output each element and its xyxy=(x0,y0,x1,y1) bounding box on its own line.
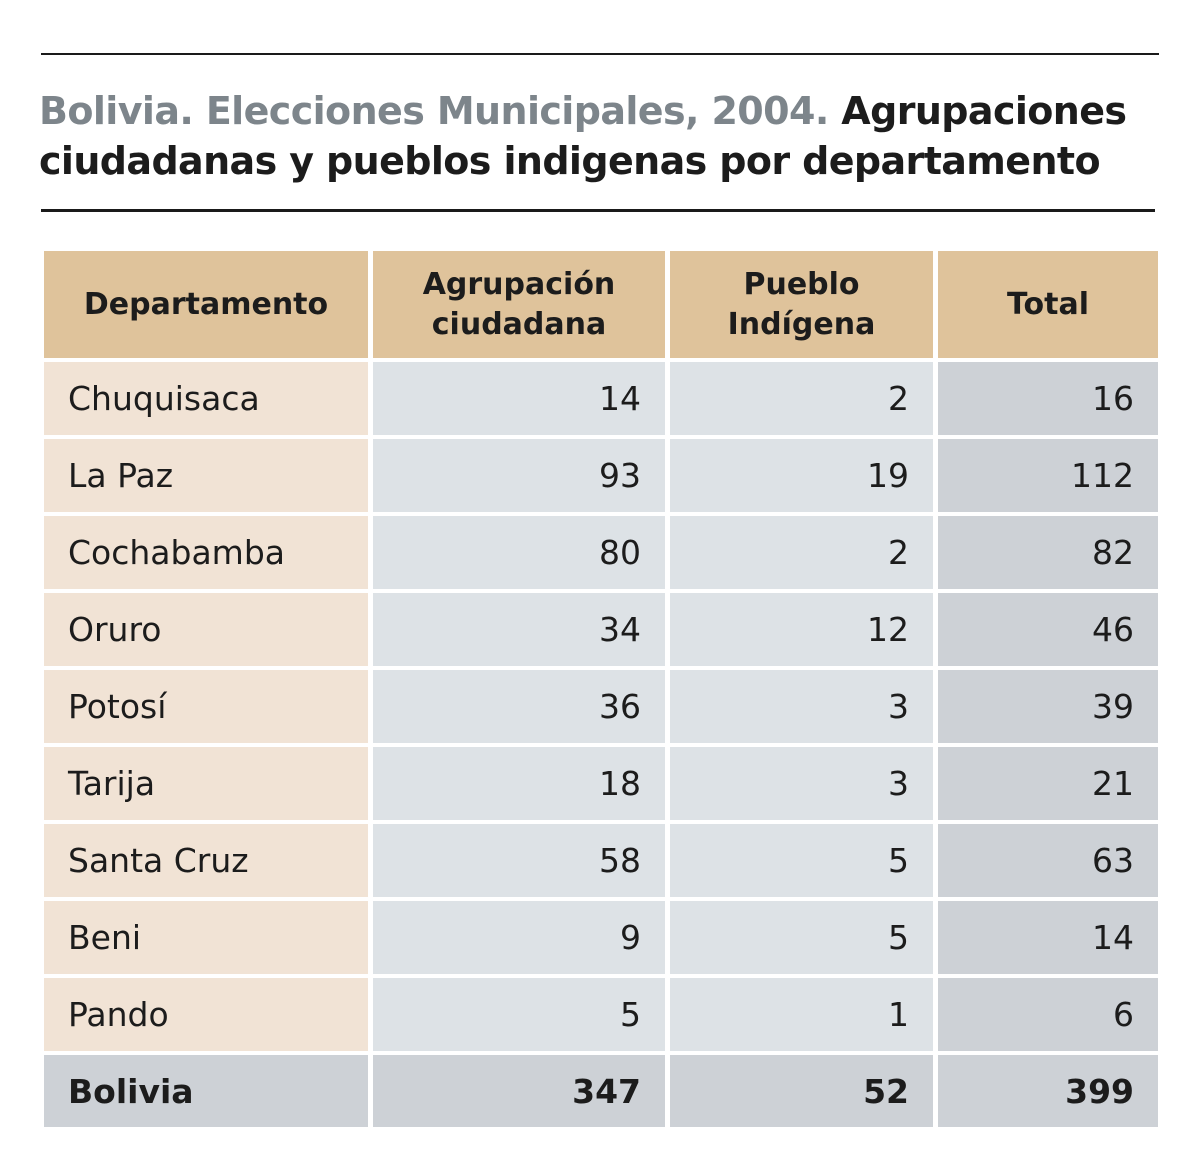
cell-agrupacion: 14 xyxy=(373,362,665,435)
cell-agrupacion: 36 xyxy=(373,670,665,743)
cell-departamento: Chuquisaca xyxy=(44,362,368,435)
cell-departamento: Potosí xyxy=(44,670,368,743)
cell-total: 63 xyxy=(938,824,1158,897)
cell-total: 21 xyxy=(938,747,1158,820)
table-row: Pando 5 1 6 xyxy=(44,978,1158,1051)
title-main: Agrupaciones ciudadanas y pueblos indige… xyxy=(39,89,1127,183)
cell-pueblo: 2 xyxy=(670,362,933,435)
header-agrupacion: Agrupación ciudadana xyxy=(373,251,665,358)
cell-total: 39 xyxy=(938,670,1158,743)
cell-departamento: Beni xyxy=(44,901,368,974)
cell-departamento: Santa Cruz xyxy=(44,824,368,897)
cell-agrupacion: 5 xyxy=(373,978,665,1051)
cell-pueblo: 5 xyxy=(670,824,933,897)
top-rule xyxy=(41,53,1159,55)
cell-pueblo: 1 xyxy=(670,978,933,1051)
cell-pueblo: 12 xyxy=(670,593,933,666)
cell-departamento: Oruro xyxy=(44,593,368,666)
cell-total: 46 xyxy=(938,593,1158,666)
cell-agrupacion: 9 xyxy=(373,901,665,974)
cell-pueblo: 3 xyxy=(670,670,933,743)
title-lead: Bolivia. Elecciones Municipales, 2004. xyxy=(39,89,829,133)
header-pueblo: Pueblo Indígena xyxy=(670,251,933,358)
cell-total-total: 399 xyxy=(938,1055,1158,1127)
total-row: Bolivia 347 52 399 xyxy=(44,1055,1158,1127)
cell-departamento: Cochabamba xyxy=(44,516,368,589)
header-departamento: Departamento xyxy=(44,251,368,358)
cell-total: 14 xyxy=(938,901,1158,974)
cell-agrupacion: 58 xyxy=(373,824,665,897)
page-title: Bolivia. Elecciones Municipales, 2004. A… xyxy=(39,86,1169,186)
cell-total: 16 xyxy=(938,362,1158,435)
cell-agrupacion: 34 xyxy=(373,593,665,666)
cell-departamento: Tarija xyxy=(44,747,368,820)
cell-departamento: Pando xyxy=(44,978,368,1051)
cell-total: 112 xyxy=(938,439,1158,512)
cell-pueblo: 19 xyxy=(670,439,933,512)
table-row: Oruro 34 12 46 xyxy=(44,593,1158,666)
table-row: Beni 9 5 14 xyxy=(44,901,1158,974)
cell-pueblo: 2 xyxy=(670,516,933,589)
cell-agrupacion: 80 xyxy=(373,516,665,589)
header-total: Total xyxy=(938,251,1158,358)
cell-total: 6 xyxy=(938,978,1158,1051)
table-row: Chuquisaca 14 2 16 xyxy=(44,362,1158,435)
table-row: Tarija 18 3 21 xyxy=(44,747,1158,820)
cell-departamento-total: Bolivia xyxy=(44,1055,368,1127)
title-rule xyxy=(41,209,1155,212)
cell-pueblo-total: 52 xyxy=(670,1055,933,1127)
table-row: Santa Cruz 58 5 63 xyxy=(44,824,1158,897)
table-row: Cochabamba 80 2 82 xyxy=(44,516,1158,589)
data-table: Departamento Agrupación ciudadana Pueblo… xyxy=(39,247,1163,1131)
cell-total: 82 xyxy=(938,516,1158,589)
cell-pueblo: 3 xyxy=(670,747,933,820)
cell-agrupacion: 18 xyxy=(373,747,665,820)
cell-agrupacion-total: 347 xyxy=(373,1055,665,1127)
header-row: Departamento Agrupación ciudadana Pueblo… xyxy=(44,251,1158,358)
cell-agrupacion: 93 xyxy=(373,439,665,512)
table-row: Potosí 36 3 39 xyxy=(44,670,1158,743)
cell-pueblo: 5 xyxy=(670,901,933,974)
table-row: La Paz 93 19 112 xyxy=(44,439,1158,512)
cell-departamento: La Paz xyxy=(44,439,368,512)
